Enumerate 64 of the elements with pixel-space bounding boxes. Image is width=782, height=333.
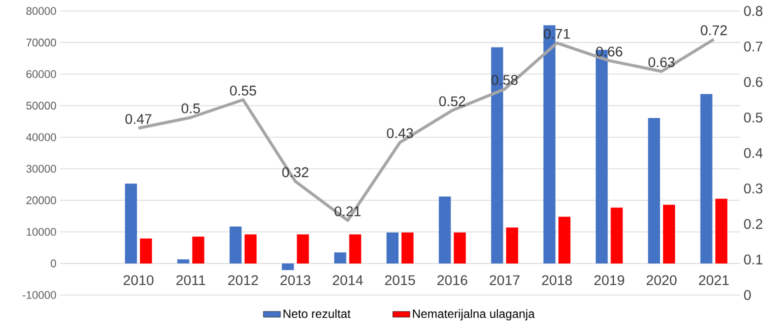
y-tick-label: 50000 bbox=[26, 102, 56, 110]
bar bbox=[386, 232, 399, 264]
data-label: 0.47 bbox=[125, 114, 152, 124]
bar bbox=[334, 252, 346, 264]
y2-tick-label: 0.5 bbox=[744, 112, 762, 122]
x-tick-label: 2010 bbox=[124, 275, 154, 286]
y-tick-label: 70000 bbox=[26, 38, 56, 46]
bar bbox=[454, 232, 466, 264]
data-label: 0.72 bbox=[700, 25, 727, 36]
y-tick-label: 10000 bbox=[26, 228, 56, 236]
y2-tick-label: 0.1 bbox=[744, 254, 762, 264]
bar bbox=[438, 196, 451, 264]
y-tick-label: 60000 bbox=[26, 70, 56, 78]
y-tick-label: 80000 bbox=[26, 7, 56, 15]
bar bbox=[282, 263, 294, 270]
x-tick-label: 2016 bbox=[437, 275, 468, 286]
bar bbox=[124, 184, 137, 264]
y-tick-label: 20000 bbox=[26, 196, 56, 204]
bar bbox=[558, 216, 570, 264]
bar bbox=[177, 259, 190, 264]
bar bbox=[700, 94, 712, 264]
data-label: 0.21 bbox=[334, 206, 361, 216]
bar bbox=[140, 238, 152, 264]
bar bbox=[506, 227, 518, 264]
x-tick-label: 2019 bbox=[594, 275, 624, 286]
y-tick-label: 40000 bbox=[26, 133, 56, 142]
bar bbox=[610, 208, 623, 264]
data-label: 0.63 bbox=[648, 57, 675, 68]
y2-tick-label: 0.7 bbox=[744, 42, 762, 52]
data-label: 0.5 bbox=[182, 103, 200, 114]
legend-label: Nematerijalna ulaganja bbox=[413, 309, 535, 320]
y2-tick-label: 0.3 bbox=[744, 184, 762, 194]
x-tick-label: 2018 bbox=[542, 275, 572, 286]
data-label: 0.55 bbox=[230, 86, 256, 96]
x-tick-label: 2014 bbox=[332, 275, 363, 286]
x-tick-label: 2013 bbox=[280, 275, 310, 286]
x-tick-label: 2020 bbox=[646, 275, 677, 286]
x-tick-label: 2021 bbox=[698, 275, 729, 286]
y-tick-label: 30000 bbox=[26, 164, 56, 173]
data-label: 0.52 bbox=[439, 96, 466, 106]
bar bbox=[648, 118, 660, 264]
y-tick-label: 0 bbox=[50, 260, 56, 268]
bar bbox=[663, 204, 676, 264]
y2-tick-label: 0.4 bbox=[744, 148, 763, 158]
bar bbox=[244, 234, 257, 264]
bar bbox=[230, 226, 242, 264]
bar bbox=[296, 234, 309, 264]
x-tick-label: 2011 bbox=[176, 275, 206, 286]
y2-tick-label: 0 bbox=[744, 290, 751, 300]
x-tick-label: 2015 bbox=[385, 275, 415, 286]
bar bbox=[715, 198, 728, 264]
data-label: 0.58 bbox=[492, 74, 518, 85]
data-label: 0.43 bbox=[386, 128, 414, 138]
y2-tick-label: 0.2 bbox=[744, 219, 762, 229]
bar bbox=[349, 234, 362, 264]
y2-tick-label: 0.8 bbox=[744, 6, 762, 16]
bar bbox=[192, 236, 204, 264]
bar bbox=[402, 232, 414, 264]
y2-tick-label: 0.6 bbox=[744, 77, 762, 87]
legend-label: Neto rezultat bbox=[284, 309, 351, 318]
x-tick-label: 2017 bbox=[490, 275, 520, 286]
y-tick-label: -10000 bbox=[22, 291, 56, 299]
data-label: 0.32 bbox=[282, 167, 308, 178]
x-tick-label: 2012 bbox=[228, 275, 258, 286]
